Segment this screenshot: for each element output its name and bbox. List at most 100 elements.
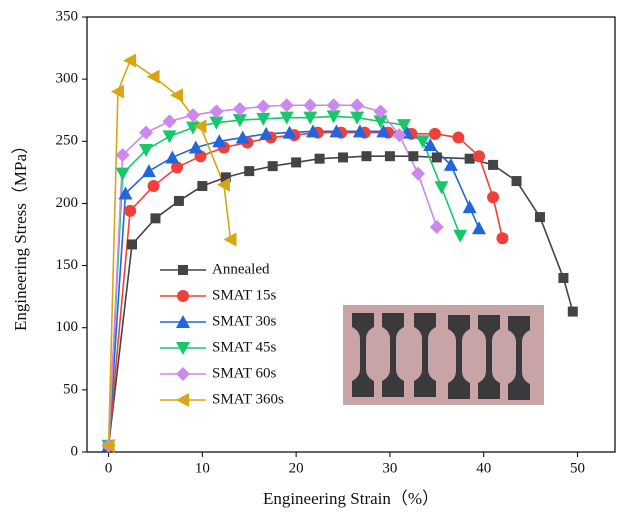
marker <box>170 88 184 103</box>
marker <box>279 111 294 125</box>
marker <box>185 108 200 123</box>
marker <box>462 200 477 214</box>
marker <box>338 152 349 163</box>
legend-marker <box>176 367 190 381</box>
marker <box>232 114 247 128</box>
marker <box>303 98 318 113</box>
marker <box>220 172 231 183</box>
y-tick-label: 350 <box>56 8 79 24</box>
marker <box>165 150 180 164</box>
marker <box>567 306 578 317</box>
marker <box>408 151 419 162</box>
legend-label: SMAT 360s <box>212 391 284 407</box>
marker <box>101 438 115 453</box>
x-tick-label: 0 <box>105 460 113 476</box>
legend-label: SMAT 30s <box>212 313 276 329</box>
marker <box>162 114 177 129</box>
marker <box>118 186 133 200</box>
marker <box>314 153 325 164</box>
y-tick-label: 100 <box>56 319 79 335</box>
marker <box>162 130 177 144</box>
marker <box>350 111 365 125</box>
marker <box>139 125 154 140</box>
marker <box>282 125 297 139</box>
series-line <box>107 59 232 446</box>
marker <box>232 101 247 116</box>
marker <box>115 167 130 181</box>
legend-label: SMAT 15s <box>212 287 276 303</box>
marker <box>373 115 388 129</box>
marker <box>373 104 388 119</box>
marker <box>306 124 321 138</box>
marker <box>193 119 207 134</box>
x-axis-title: Engineering Strain（%） <box>263 489 439 508</box>
marker <box>150 213 161 224</box>
marker <box>511 176 522 187</box>
marker <box>453 229 468 243</box>
series-line <box>107 104 438 446</box>
marker <box>115 147 130 162</box>
marker <box>146 69 160 84</box>
x-tick-label: 10 <box>195 460 210 476</box>
marker <box>352 124 367 138</box>
marker <box>558 273 569 283</box>
marker <box>326 110 341 124</box>
marker <box>141 164 156 178</box>
marker <box>147 180 160 193</box>
x-tick-label: 40 <box>476 460 491 476</box>
x-tick-label: 30 <box>382 460 397 476</box>
marker <box>216 177 230 192</box>
y-axis-title: Engineering Stress（MPa） <box>11 137 30 331</box>
marker <box>110 84 124 99</box>
marker <box>267 161 278 172</box>
marker <box>443 157 458 171</box>
marker <box>256 99 271 114</box>
plot-frame <box>86 16 616 453</box>
marker <box>415 135 430 149</box>
legend-marker <box>176 342 190 355</box>
marker <box>434 181 449 195</box>
marker <box>326 98 341 113</box>
y-tick-label: 300 <box>56 71 79 87</box>
legend-label: Annealed <box>212 261 270 277</box>
marker <box>139 143 154 157</box>
marker <box>428 127 441 140</box>
marker <box>197 181 208 192</box>
marker <box>429 220 444 235</box>
marker <box>173 195 184 206</box>
x-tick-label: 20 <box>289 460 304 476</box>
marker <box>235 130 250 144</box>
y-tick-label: 250 <box>56 133 79 149</box>
marker <box>376 124 391 138</box>
legend-marker <box>177 290 189 302</box>
legend-marker <box>176 393 189 407</box>
marker <box>212 134 227 148</box>
marker <box>279 98 294 113</box>
marker <box>350 98 365 113</box>
marker <box>452 131 465 144</box>
marker <box>396 119 411 133</box>
marker <box>171 161 184 174</box>
y-tick-label: 50 <box>63 381 78 397</box>
marker <box>411 166 426 181</box>
marker <box>209 104 224 119</box>
y-tick-label: 200 <box>56 195 79 211</box>
marker <box>209 116 224 130</box>
marker <box>496 232 509 245</box>
marker <box>329 124 344 138</box>
marker <box>472 221 487 235</box>
y-tick-label: 0 <box>71 443 79 459</box>
marker <box>223 232 237 247</box>
x-tick-label: 50 <box>570 460 585 476</box>
marker <box>392 128 407 143</box>
marker <box>291 157 302 168</box>
marker <box>488 159 499 170</box>
marker <box>244 166 255 177</box>
marker <box>464 153 475 164</box>
inset-photo <box>343 305 544 405</box>
marker <box>256 112 271 126</box>
marker <box>487 191 500 204</box>
marker <box>124 204 137 217</box>
legend-label: SMAT 60s <box>212 365 276 381</box>
legend-marker <box>178 265 188 275</box>
